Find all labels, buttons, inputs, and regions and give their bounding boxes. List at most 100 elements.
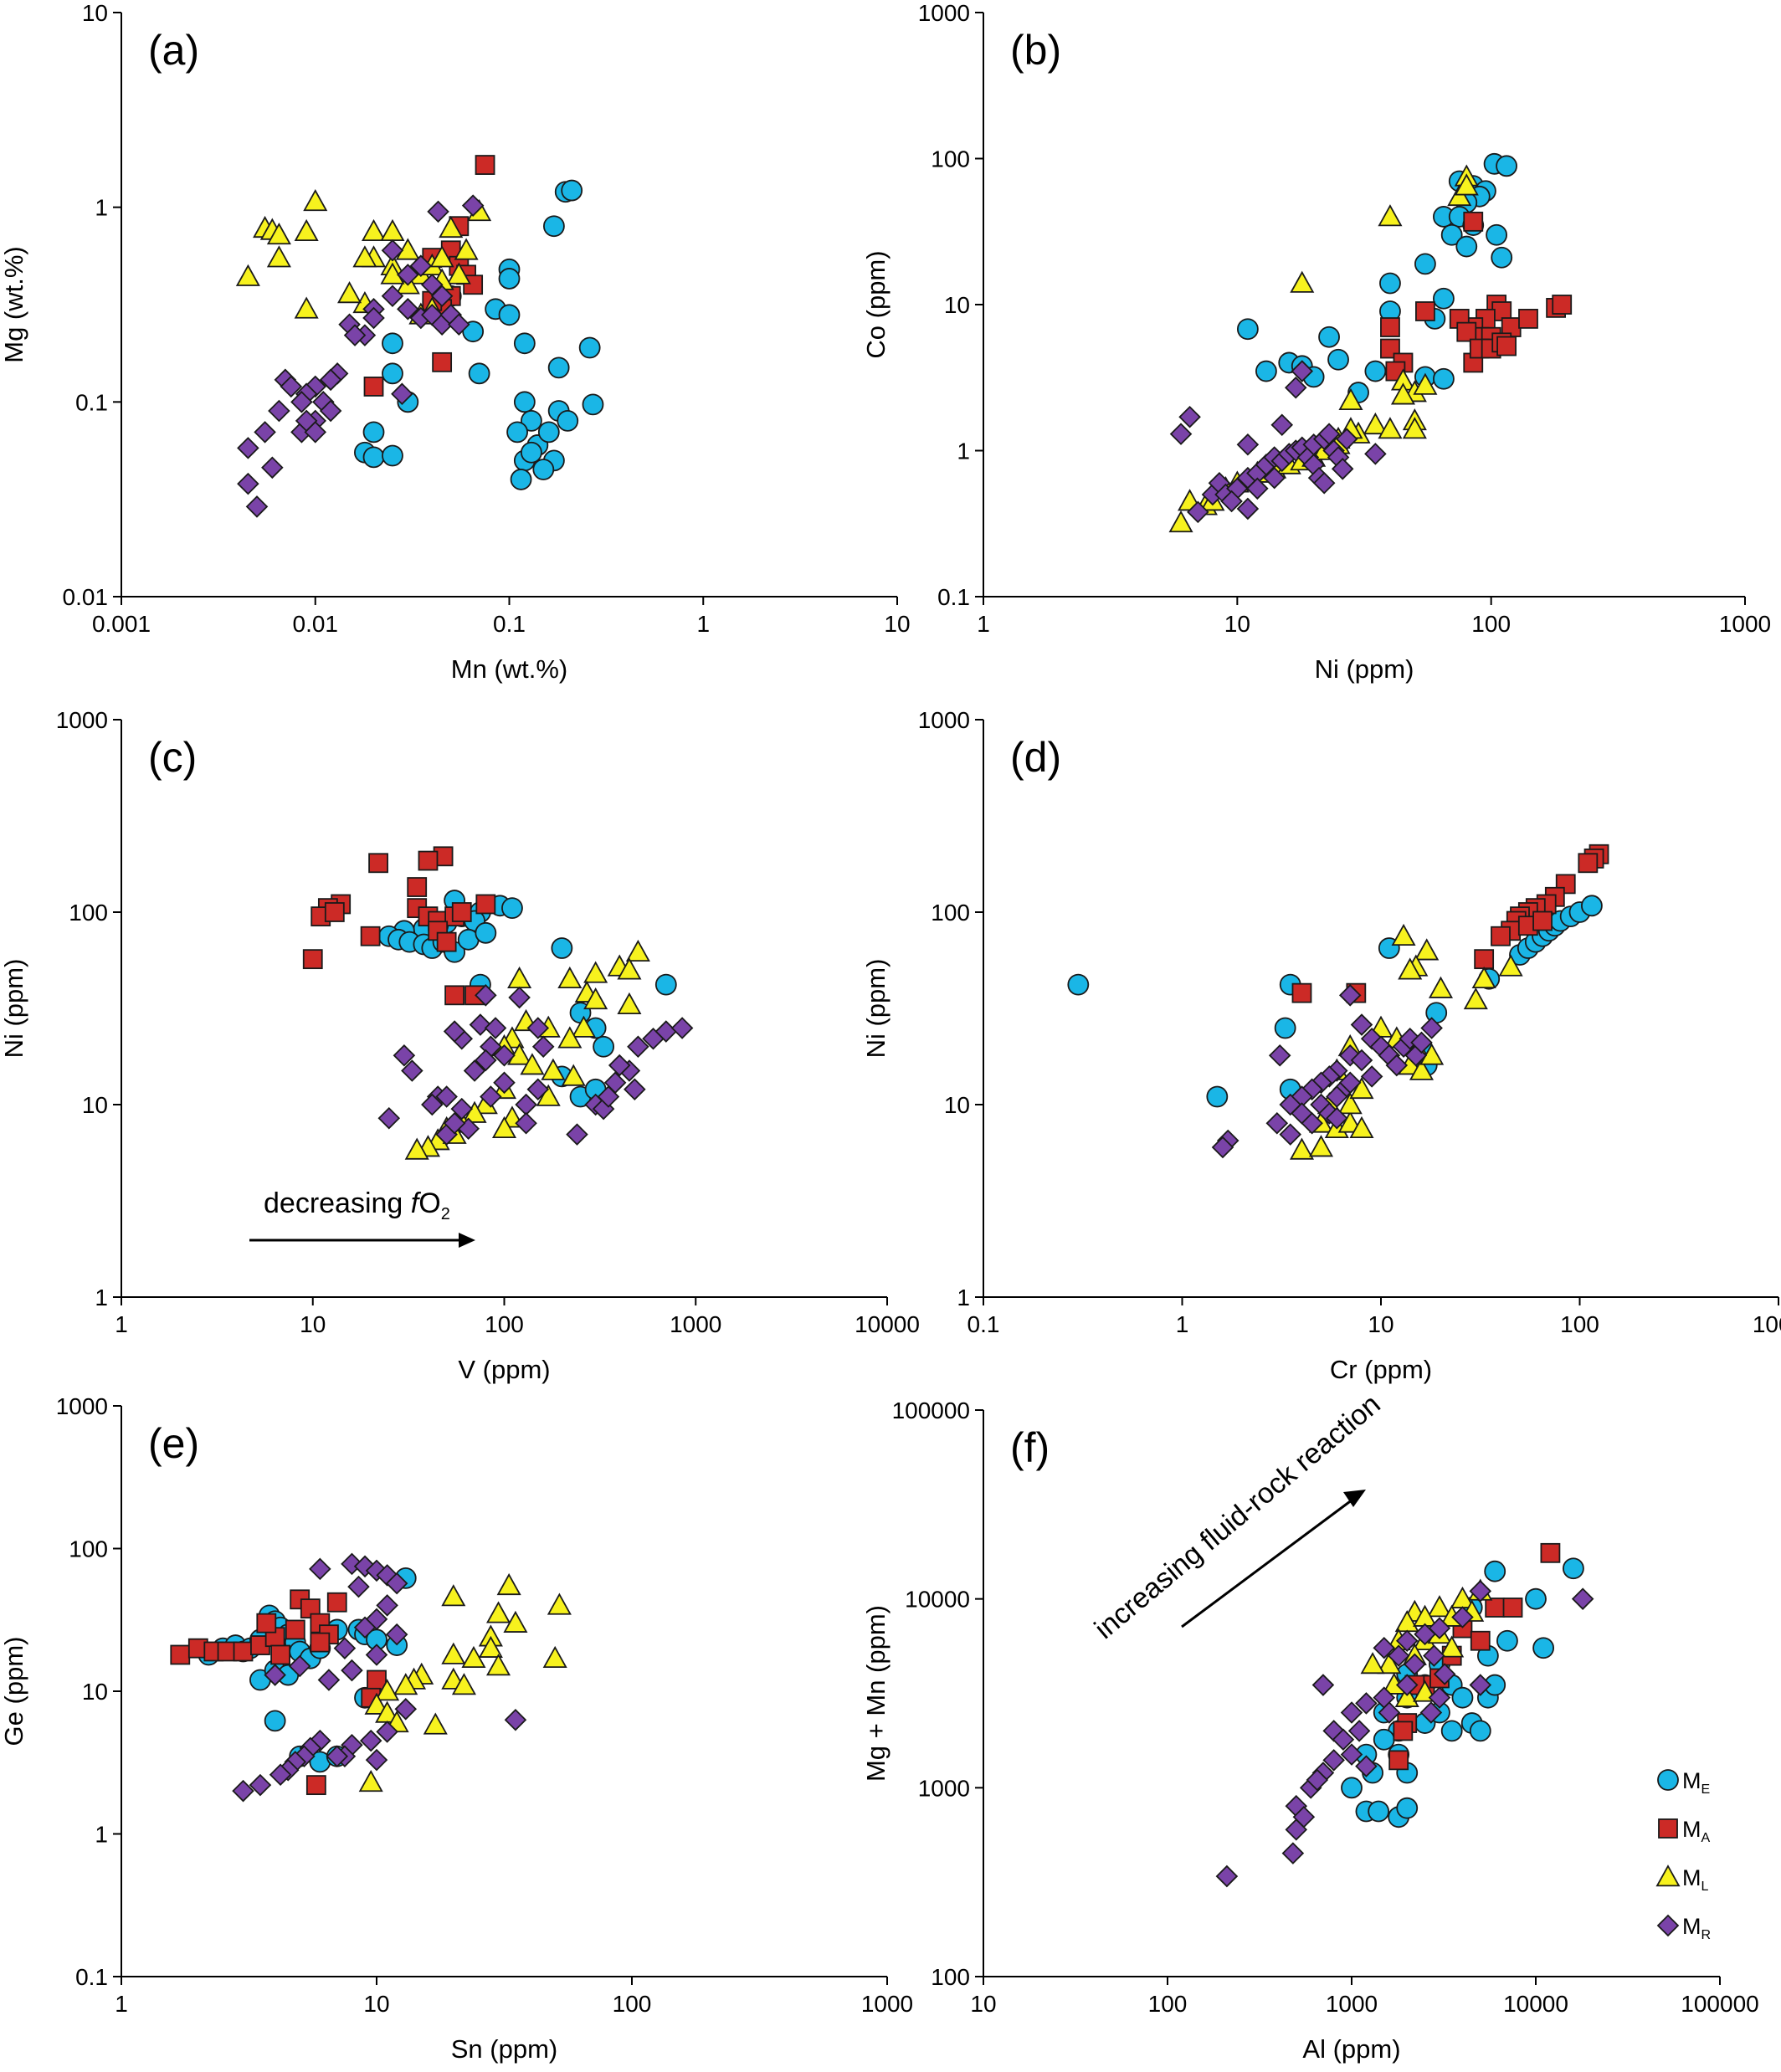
data-point (551, 937, 573, 959)
data-point (1350, 1049, 1373, 1072)
data-point (1341, 1777, 1363, 1799)
data-point (1168, 510, 1193, 533)
data-point (347, 1575, 370, 1598)
x-axis-label: Cr (ppm) (1330, 1355, 1432, 1384)
data-point (1363, 412, 1388, 435)
data-point (1496, 336, 1517, 356)
panel-label: (a) (148, 27, 199, 74)
data-point (381, 239, 404, 262)
data-point (268, 399, 290, 423)
data-point (337, 281, 362, 304)
data-point (475, 984, 497, 1007)
y-tick-label: 1 (957, 1285, 970, 1310)
data-point (501, 897, 523, 920)
data-point (1270, 413, 1294, 437)
data-point (310, 1632, 331, 1653)
data-point (382, 332, 403, 355)
data-point (1347, 1720, 1371, 1742)
data-point (1427, 1595, 1452, 1618)
data-point (365, 1748, 388, 1772)
data-point (264, 1710, 286, 1732)
legend-marker (1657, 1769, 1679, 1791)
data-point (393, 1044, 416, 1067)
data-point (1388, 1750, 1409, 1771)
data-point (1419, 1701, 1443, 1724)
data-point (364, 1692, 389, 1715)
x-tick-label: 0.001 (92, 611, 151, 637)
y-tick-label: 1 (957, 439, 970, 464)
data-point (1396, 1797, 1419, 1819)
data-point (542, 1645, 567, 1669)
data-point (625, 939, 650, 962)
data-point (1469, 1720, 1491, 1742)
data-point (391, 382, 413, 405)
data-point (603, 1071, 627, 1095)
data-point (450, 1097, 474, 1121)
series-MR (232, 1552, 527, 1803)
legend-marker (1658, 1818, 1678, 1839)
data-point (485, 1601, 511, 1623)
data-point (401, 1059, 423, 1082)
data-point (353, 1616, 377, 1639)
data-point (1360, 1652, 1385, 1675)
data-point (362, 446, 385, 469)
data-point (1469, 1580, 1492, 1603)
data-point (475, 894, 496, 915)
data-point (1532, 1637, 1555, 1659)
data-point (475, 155, 495, 175)
data-point (1496, 1629, 1518, 1652)
data-point (1433, 1663, 1456, 1685)
data-point (1322, 1749, 1345, 1772)
data-point (436, 931, 457, 952)
legend-label: MA (1682, 1817, 1711, 1845)
data-point (503, 1610, 528, 1633)
data-point (1423, 1644, 1445, 1667)
x-axis-label: Sn (ppm) (451, 2034, 557, 2064)
y-tick-label: 1000 (56, 707, 108, 733)
data-point (536, 1084, 561, 1106)
data-point (361, 218, 387, 242)
data-point (432, 351, 453, 372)
data-point (510, 469, 532, 490)
data-point (532, 459, 555, 480)
data-point (654, 973, 677, 996)
data-point (232, 1779, 254, 1803)
y-tick-label: 1 (95, 195, 108, 221)
data-point (1326, 1106, 1348, 1130)
data-point (290, 391, 313, 413)
data-point (1491, 246, 1513, 269)
y-tick-label: 1000 (56, 1393, 108, 1419)
x-axis-label: Al (ppm) (1302, 2034, 1400, 2064)
data-point (304, 421, 327, 444)
data-point (1447, 183, 1472, 207)
data-point (1498, 954, 1523, 977)
x-tick-label: 1000 (861, 1991, 913, 2017)
x-tick-label: 1 (115, 1991, 128, 2017)
y-tick-label: 10 (82, 1679, 108, 1705)
data-point (1274, 1017, 1296, 1039)
data-point (305, 1775, 326, 1796)
x-tick-label: 1000 (1753, 1311, 1781, 1337)
series-MR (237, 194, 485, 518)
y-tick-label: 1000 (918, 707, 970, 733)
data-point (608, 1054, 631, 1077)
data-point (582, 393, 604, 416)
data-point (1571, 1587, 1594, 1610)
data-point (1206, 1085, 1229, 1108)
legend: ME MA ML MR (1655, 1768, 1711, 1942)
data-point (362, 306, 385, 330)
data-point (1440, 1720, 1463, 1742)
data-point (1470, 1630, 1491, 1651)
y-tick-label: 1000 (918, 0, 970, 26)
data-point (521, 441, 542, 464)
series-MA (302, 846, 496, 1006)
data-point (1409, 1058, 1435, 1080)
data-point (233, 1641, 254, 1662)
data-point (463, 1059, 486, 1082)
series-MR (1215, 1580, 1594, 1888)
data-point (1355, 1692, 1378, 1715)
data-point (1332, 1728, 1355, 1751)
data-point (531, 1035, 555, 1059)
data-point (235, 264, 260, 286)
